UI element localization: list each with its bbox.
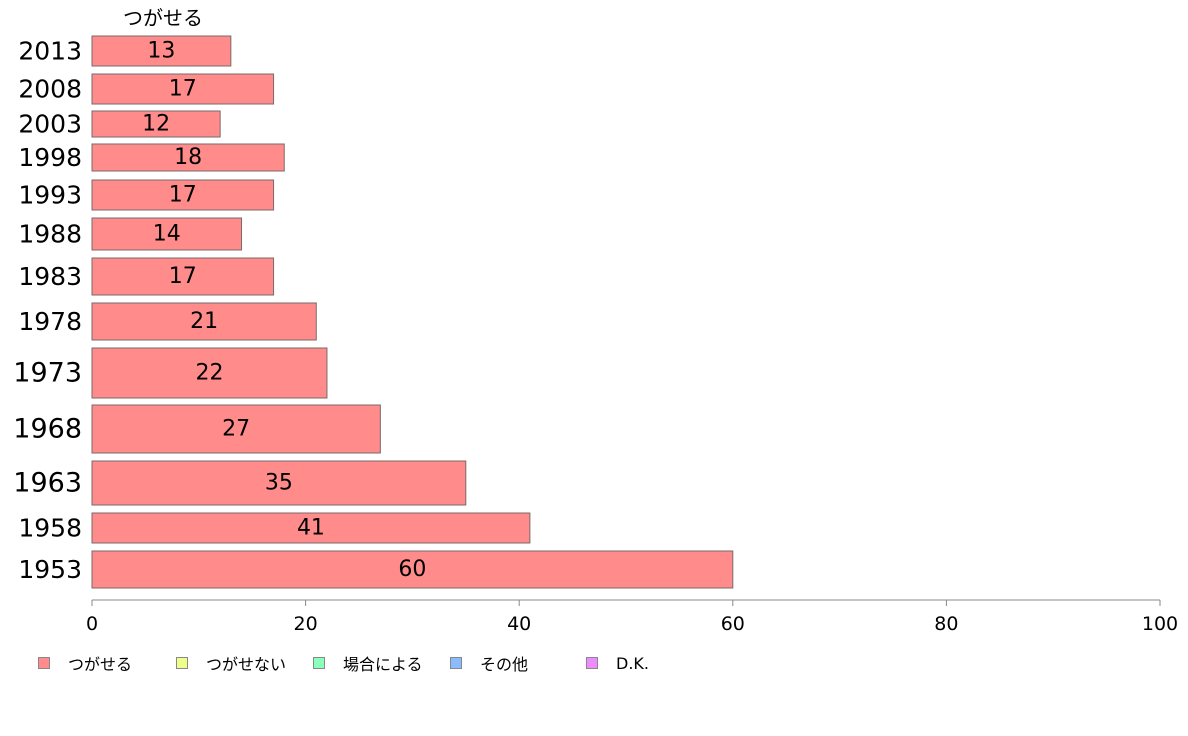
data-label: 14 <box>153 222 181 247</box>
data-label: 21 <box>190 309 218 334</box>
data-label: 35 <box>265 471 293 496</box>
bar-1953 <box>91 550 734 589</box>
bar-1993 <box>91 179 275 211</box>
x-tick-label: 20 <box>294 613 318 635</box>
category-label: 1958 <box>18 514 82 543</box>
bar-1988 <box>91 217 243 251</box>
legend-label: 場合による <box>343 655 423 674</box>
category-label: 1963 <box>13 468 82 499</box>
x-tick-label: 0 <box>86 613 98 635</box>
data-label: 22 <box>195 361 223 386</box>
category-label: 2013 <box>18 37 82 66</box>
category-label: 1998 <box>18 143 82 172</box>
legend-item-sonota: その他 <box>450 652 528 674</box>
bars-group: 2013 13 2008 17 2003 12 1998 18 1993 17 1988 14 1983… <box>13 35 734 589</box>
x-tick-label: 60 <box>721 613 745 635</box>
category-label: 1983 <box>18 262 82 291</box>
legend-label: つがせる <box>68 655 133 674</box>
category-label: 1953 <box>18 555 82 584</box>
bar-1963 <box>91 460 467 506</box>
category-label: 1978 <box>18 307 82 336</box>
bar-2013 <box>91 35 232 67</box>
category-label: 1973 <box>13 358 82 389</box>
legend-swatch <box>450 657 462 669</box>
bar-1983 <box>91 257 275 296</box>
data-label: 41 <box>297 516 325 541</box>
data-label: 17 <box>169 264 197 289</box>
bar-1998 <box>91 143 285 172</box>
x-tick-label: 100 <box>1142 613 1178 635</box>
bar-2003 <box>91 110 221 138</box>
x-axis: 0 20 40 60 80 100 <box>86 599 1178 635</box>
series-header-label: つがせる <box>123 6 203 30</box>
legend-item-tsugasenai: つがせない <box>176 652 286 674</box>
bar-chart: つがせる 2013 13 2008 17 2003 12 1998 18 1993 17 1988 1… <box>13 6 1178 635</box>
bar-1973 <box>91 347 328 399</box>
category-label: 2008 <box>18 75 82 104</box>
legend-swatch <box>586 657 598 669</box>
legend-swatch <box>176 657 188 669</box>
data-label: 18 <box>174 145 202 170</box>
category-label: 1988 <box>18 220 82 249</box>
data-label: 17 <box>169 183 197 208</box>
legend-label: その他 <box>480 655 529 674</box>
x-tick-label: 80 <box>934 613 958 635</box>
bar-1968 <box>91 404 381 454</box>
bar-1958 <box>91 512 531 544</box>
category-label: 1993 <box>18 181 82 210</box>
category-label: 1968 <box>13 414 82 445</box>
legend-item-baai-ni-yoru: 場合による <box>313 652 423 674</box>
legend-label: D.K. <box>616 653 649 673</box>
x-tick-label: 40 <box>507 613 531 635</box>
legend-item-tsugaseru: つがせる <box>38 652 132 674</box>
data-label: 13 <box>147 39 175 64</box>
bar-1978 <box>91 302 317 341</box>
data-label: 12 <box>142 112 170 137</box>
legend-item-dk: D.K. <box>586 652 649 674</box>
data-label: 27 <box>222 417 250 442</box>
category-label: 2003 <box>18 110 82 139</box>
data-label: 60 <box>398 557 426 582</box>
legend-label: つがせない <box>206 655 287 674</box>
bar-2008 <box>91 73 275 105</box>
legend-swatch <box>38 657 50 669</box>
data-label: 17 <box>169 77 197 102</box>
legend-swatch <box>313 657 325 669</box>
